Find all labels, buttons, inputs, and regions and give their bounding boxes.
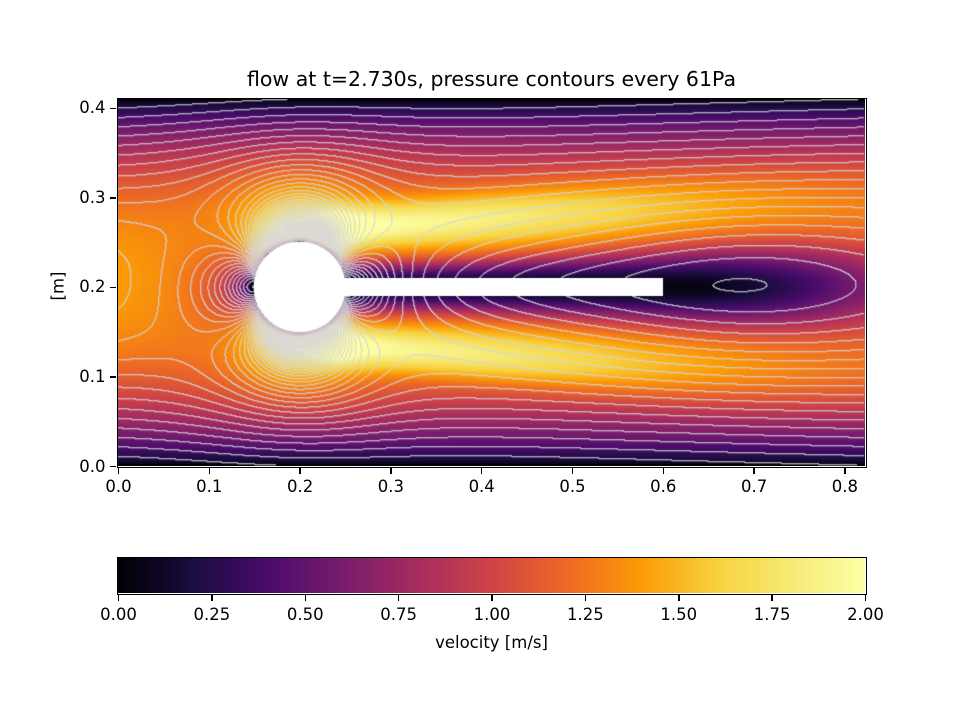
y-tick-label: 0.2 bbox=[79, 277, 106, 297]
y-tick-label: 0.3 bbox=[79, 187, 106, 207]
colorbar-tick-label: 1.00 bbox=[473, 604, 511, 624]
x-tick-mark bbox=[208, 468, 211, 474]
x-tick-mark bbox=[753, 468, 755, 474]
x-tick-label: 0.6 bbox=[650, 476, 677, 496]
y-tick-mark bbox=[109, 107, 116, 110]
x-tick-mark bbox=[571, 468, 574, 474]
colorbar-gradient bbox=[118, 558, 865, 593]
colorbar-tick-mark bbox=[771, 595, 773, 601]
plot-area bbox=[117, 98, 867, 468]
flow-field-heatmap bbox=[118, 99, 865, 466]
colorbar-tick-mark bbox=[584, 595, 587, 601]
x-tick-label: 0.5 bbox=[559, 476, 586, 496]
x-tick-label: 0.1 bbox=[196, 476, 223, 496]
x-tick-label: 0.3 bbox=[377, 476, 405, 496]
x-tick-label: 0.2 bbox=[286, 476, 314, 496]
y-tick-mark bbox=[109, 197, 116, 199]
colorbar-tick-mark bbox=[864, 595, 867, 601]
y-tick-mark bbox=[109, 465, 116, 468]
x-tick-label: 0.8 bbox=[831, 476, 858, 496]
y-tick-label: 0.0 bbox=[79, 456, 106, 476]
colorbar-label: velocity [m/s] bbox=[435, 633, 548, 652]
colorbar-tick-mark bbox=[491, 595, 493, 601]
x-tick-mark bbox=[480, 468, 483, 474]
x-tick-mark bbox=[117, 468, 120, 474]
x-tick-mark bbox=[299, 468, 301, 474]
y-tick-mark bbox=[109, 376, 116, 378]
colorbar-tick-label: 1.75 bbox=[753, 604, 791, 624]
colorbar-tick-label: 0.00 bbox=[100, 604, 137, 624]
colorbar-tick-label: 2.00 bbox=[847, 604, 884, 624]
y-tick-label: 0.4 bbox=[79, 98, 106, 118]
colorbar-tick-label: 0.75 bbox=[380, 604, 417, 624]
x-tick-label: 0.7 bbox=[740, 476, 768, 496]
x-tick-mark bbox=[390, 468, 392, 474]
y-tick-mark bbox=[109, 286, 116, 289]
colorbar-tick-label: 0.50 bbox=[286, 604, 324, 624]
y-tick-label: 0.1 bbox=[79, 366, 106, 386]
colorbar-tick-label: 1.50 bbox=[660, 604, 698, 624]
colorbar-tick-label: 1.25 bbox=[567, 604, 604, 624]
x-tick-label: 0.0 bbox=[105, 476, 132, 496]
colorbar-tick-mark bbox=[397, 595, 400, 601]
colorbar-tick-mark bbox=[304, 595, 306, 601]
chart-title: flow at t=2.730s, pressure contours ever… bbox=[246, 67, 737, 91]
colorbar-tick-mark bbox=[678, 595, 680, 601]
colorbar-tick-label: 0.25 bbox=[193, 604, 231, 624]
colorbar-tick-mark bbox=[117, 595, 120, 601]
x-tick-mark bbox=[662, 468, 665, 474]
x-tick-mark bbox=[844, 468, 846, 474]
colorbar-tick-mark bbox=[211, 595, 213, 601]
colorbar bbox=[117, 557, 867, 595]
x-tick-label: 0.4 bbox=[468, 476, 495, 496]
